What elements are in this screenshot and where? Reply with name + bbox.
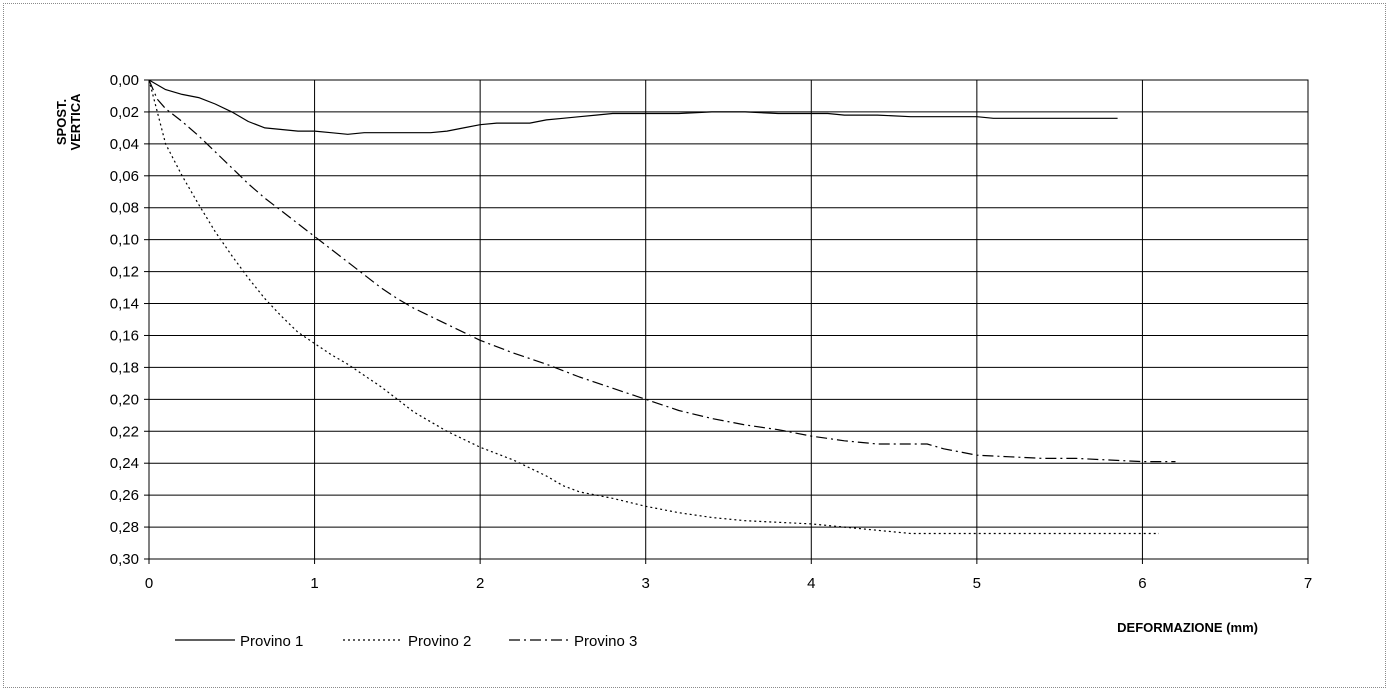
legend-label-1: Provino 1 [240, 633, 303, 650]
y-tick-label: 0,06 [110, 168, 139, 185]
grid [148, 79, 1309, 560]
y-tick-label: 0,04 [110, 136, 139, 153]
y-ticks: 0,00 0,02 0,04 0,06 0,08 0,10 0,12 0,14 0,16 0,18… [110, 72, 149, 568]
legend-label-3: Provino 3 [574, 633, 637, 650]
y-tick-label: 0,10 [110, 232, 139, 249]
y-tick-label: 0,02 [110, 104, 139, 121]
y-tick-label: 0,16 [110, 327, 139, 344]
y-axis-title-line-1: SPOST. [54, 99, 69, 145]
y-tick-label: 0,14 [110, 296, 139, 313]
chart-frame [3, 3, 1386, 688]
x-tick-label: 3 [642, 575, 650, 592]
plot-area-border [148, 79, 1309, 560]
series-line-2 [148, 79, 1159, 535]
y-tick-label: 0,30 [110, 551, 139, 568]
x-tick-label: 6 [1138, 575, 1146, 592]
plot-lines [148, 79, 1176, 535]
x-tick-label: 4 [807, 575, 815, 592]
series-line-1 [148, 79, 1118, 135]
series-line-3 [148, 79, 1176, 463]
x-ticks: 0 1 2 3 4 5 6 7 [145, 559, 1312, 592]
y-tick-label: 0,22 [110, 423, 139, 440]
x-tick-label: 7 [1304, 575, 1312, 592]
y-tick-label: 0,18 [110, 359, 139, 376]
legend: Provino 1 Provino 2 Provino 3 [175, 633, 637, 650]
x-tick-label: 2 [476, 575, 484, 592]
y-tick-label: 0,26 [110, 487, 139, 504]
x-axis-title: DEFORMAZIONE (mm) [1117, 620, 1258, 635]
y-tick-label: 0,08 [110, 200, 139, 217]
y-axis-title-line-2: VERTICA [68, 93, 83, 151]
x-tick-label: 1 [310, 575, 318, 592]
legend-label-2: Provino 2 [408, 633, 471, 650]
x-tick-label: 0 [145, 575, 153, 592]
y-tick-label: 0,12 [110, 264, 139, 281]
y-tick-label: 0,00 [110, 72, 139, 89]
y-tick-label: 0,24 [110, 455, 139, 472]
x-tick-label: 5 [973, 575, 981, 592]
y-tick-label: 0,28 [110, 519, 139, 536]
y-tick-label: 0,20 [110, 391, 139, 408]
